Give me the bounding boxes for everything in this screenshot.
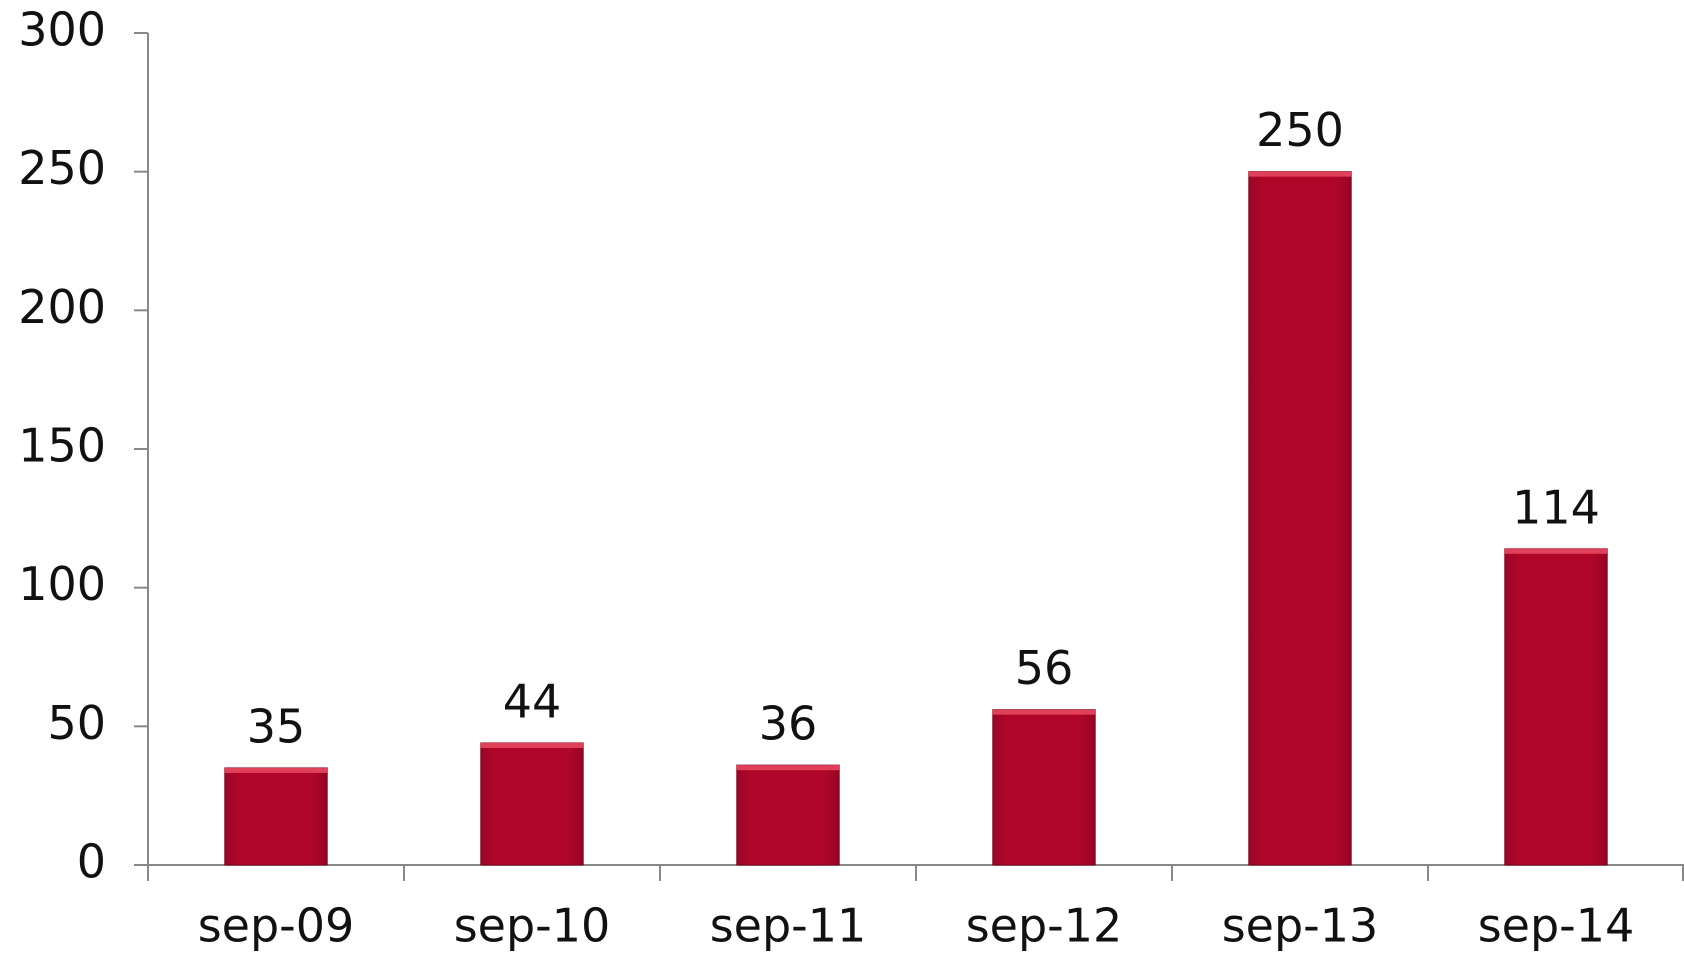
data-label: 56: [1015, 641, 1074, 695]
y-tick-label: 0: [77, 835, 106, 889]
y-tick-label: 250: [18, 141, 106, 195]
bar-shade: [224, 767, 328, 865]
data-label: 114: [1512, 480, 1600, 534]
y-tick-label: 200: [18, 280, 106, 334]
x-tick-label: sep-14: [1478, 899, 1635, 953]
bar-shade: [1504, 548, 1608, 865]
bar-shade: [736, 765, 840, 865]
data-label: 36: [759, 697, 818, 751]
bar-shade: [480, 742, 584, 865]
data-label: 250: [1256, 103, 1344, 157]
y-tick-label: 150: [18, 419, 106, 473]
bar-top-edge: [1248, 171, 1352, 177]
x-tick-label: sep-12: [966, 899, 1123, 953]
x-tick-label: sep-11: [710, 899, 867, 953]
bar-top-edge: [992, 709, 1096, 715]
bar-top-edge: [1504, 548, 1608, 554]
bar-shade: [992, 709, 1096, 865]
x-tick-label: sep-09: [198, 899, 355, 953]
bar-top-edge: [736, 765, 840, 771]
y-tick-label: 300: [18, 3, 106, 57]
y-tick-label: 50: [47, 696, 106, 750]
data-label: 44: [503, 674, 562, 728]
x-tick-label: sep-10: [454, 899, 611, 953]
data-label: 35: [247, 699, 306, 753]
bar-top-edge: [224, 767, 328, 773]
bar-top-edge: [480, 742, 584, 748]
x-tick-label: sep-13: [1222, 899, 1379, 953]
bar-shade: [1248, 171, 1352, 865]
y-tick-label: 100: [18, 557, 106, 611]
